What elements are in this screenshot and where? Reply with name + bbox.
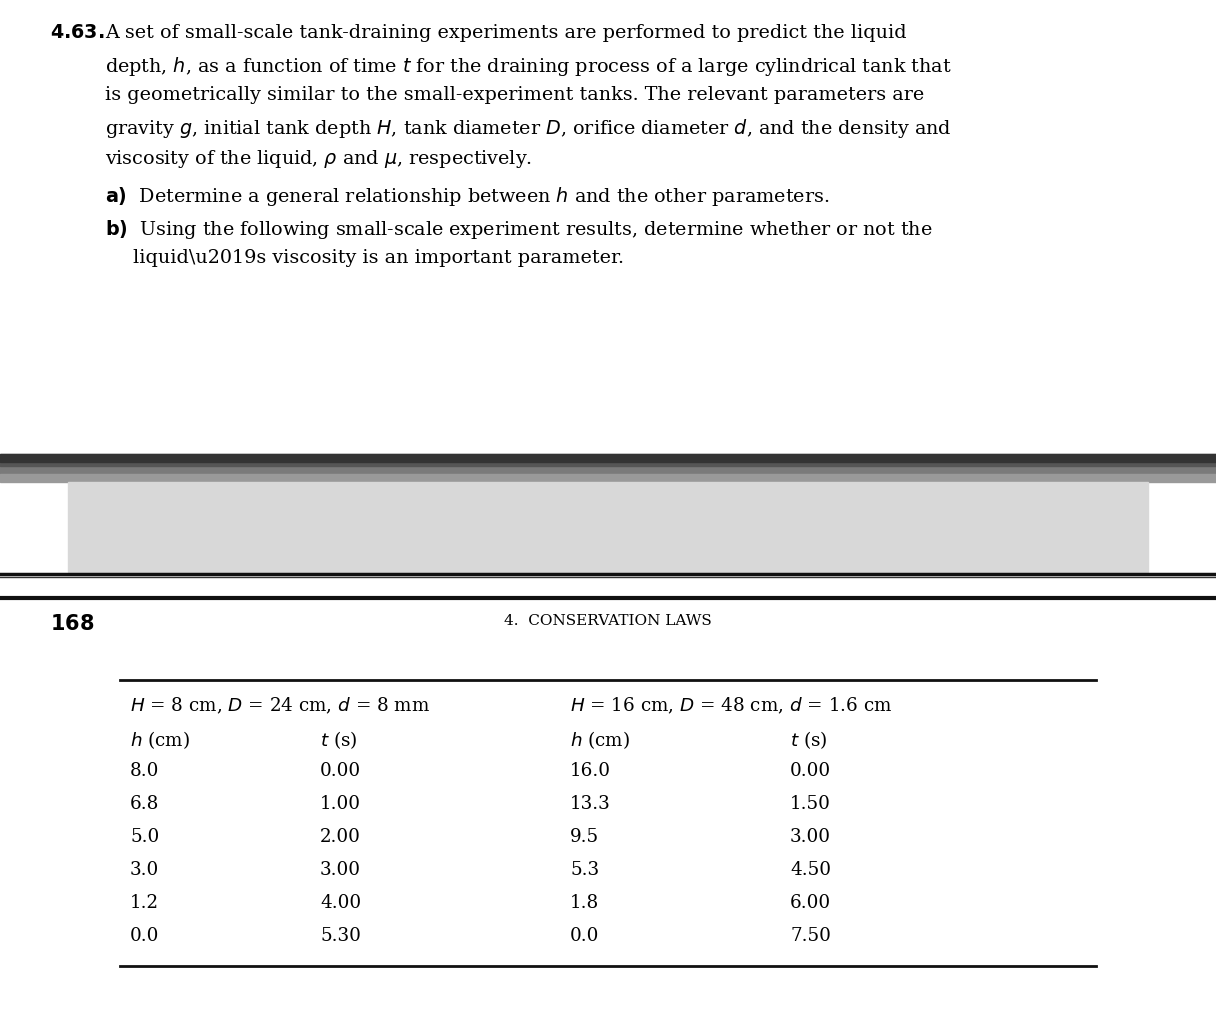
Bar — [0, 462, 1216, 466]
Bar — [68, 482, 1148, 572]
Text: 1.50: 1.50 — [790, 795, 831, 812]
Text: depth, $h$, as a function of time $t$ for the draining process of a large cylind: depth, $h$, as a function of time $t$ fo… — [105, 55, 952, 78]
Text: 8.0: 8.0 — [130, 762, 159, 780]
Text: $\mathbf{b)}$  Using the following small-scale experiment results, determine whe: $\mathbf{b)}$ Using the following small-… — [105, 218, 933, 241]
Bar — [0, 474, 1216, 482]
Text: 6.8: 6.8 — [130, 795, 159, 812]
Text: 3.0: 3.0 — [130, 861, 159, 879]
Text: 13.3: 13.3 — [570, 795, 610, 812]
Text: 4.50: 4.50 — [790, 861, 831, 879]
Text: 1.8: 1.8 — [570, 894, 599, 912]
Text: $h$ (cm): $h$ (cm) — [570, 729, 630, 751]
Text: $H$ = 8 cm, $D$ = 24 cm, $d$ = 8 mm: $H$ = 8 cm, $D$ = 24 cm, $d$ = 8 mm — [130, 696, 430, 716]
Text: 16.0: 16.0 — [570, 762, 610, 780]
Text: 4.  CONSERVATION LAWS: 4. CONSERVATION LAWS — [505, 614, 711, 628]
Text: gravity $g$, initial tank depth $H$, tank diameter $D$, orifice diameter $d$, an: gravity $g$, initial tank depth $H$, tan… — [105, 117, 952, 140]
Text: 5.0: 5.0 — [130, 828, 159, 846]
Text: $\mathbf{4.63.}$: $\mathbf{4.63.}$ — [50, 24, 105, 42]
Text: 6.00: 6.00 — [790, 894, 831, 912]
Text: 0.00: 0.00 — [790, 762, 831, 780]
Text: 3.00: 3.00 — [790, 828, 831, 846]
Text: 0.00: 0.00 — [320, 762, 361, 780]
Text: 1.2: 1.2 — [130, 894, 159, 912]
Text: 4.00: 4.00 — [320, 894, 361, 912]
Text: A set of small-scale tank-draining experiments are performed to predict the liqu: A set of small-scale tank-draining exper… — [105, 24, 907, 42]
Text: $\mathbf{168}$: $\mathbf{168}$ — [50, 614, 95, 634]
Text: 2.00: 2.00 — [320, 828, 361, 846]
Text: $\mathbf{a)}$  Determine a general relationship between $h$ and the other parame: $\mathbf{a)}$ Determine a general relati… — [105, 185, 829, 208]
Text: 0.0: 0.0 — [130, 927, 159, 945]
Text: $t$ (s): $t$ (s) — [790, 729, 827, 751]
Text: $t$ (s): $t$ (s) — [320, 729, 358, 751]
Text: $h$ (cm): $h$ (cm) — [130, 729, 190, 751]
Bar — [0, 454, 1216, 462]
Text: 3.00: 3.00 — [320, 861, 361, 879]
Text: is geometrically similar to the small-experiment tanks. The relevant parameters : is geometrically similar to the small-ex… — [105, 86, 924, 104]
Text: viscosity of the liquid, $\rho$ and $\mu$, respectively.: viscosity of the liquid, $\rho$ and $\mu… — [105, 148, 533, 170]
Text: $H$ = 16 cm, $D$ = 48 cm, $d$ = 1.6 cm: $H$ = 16 cm, $D$ = 48 cm, $d$ = 1.6 cm — [570, 696, 893, 716]
Text: 5.30: 5.30 — [320, 927, 361, 945]
Text: 5.3: 5.3 — [570, 861, 599, 879]
Text: 9.5: 9.5 — [570, 828, 599, 846]
Text: 7.50: 7.50 — [790, 927, 831, 945]
Bar — [0, 454, 1216, 474]
Text: liquid\u2019s viscosity is an important parameter.: liquid\u2019s viscosity is an important … — [133, 249, 624, 267]
Text: 1.00: 1.00 — [320, 795, 361, 812]
Text: 0.0: 0.0 — [570, 927, 599, 945]
